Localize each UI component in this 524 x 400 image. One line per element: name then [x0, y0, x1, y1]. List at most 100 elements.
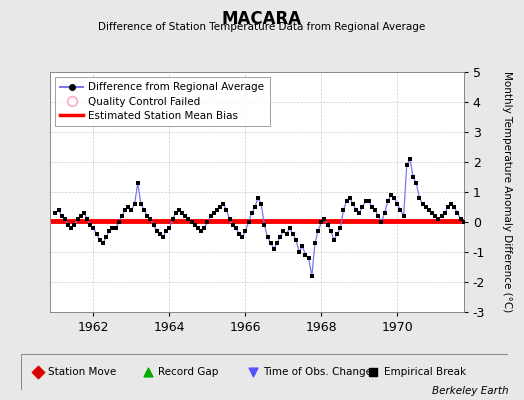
Point: [134, 180, 142, 186]
Point: [384, 198, 392, 204]
Point: [422, 204, 430, 210]
Point: [115, 219, 123, 225]
Point: [510, 201, 519, 207]
Point: [333, 231, 341, 237]
Point: [137, 201, 145, 207]
Point: [89, 225, 97, 231]
Point: [219, 201, 227, 207]
Point: [247, 210, 256, 216]
Legend: Difference from Regional Average, Quality Control Failed, Estimated Station Mean: Difference from Regional Average, Qualit…: [55, 77, 269, 126]
Point: [326, 228, 335, 234]
Point: [235, 231, 243, 237]
Point: [159, 234, 167, 240]
Point: [330, 237, 338, 243]
Point: [412, 180, 420, 186]
Point: [444, 204, 452, 210]
Point: [311, 240, 319, 246]
Point: [156, 231, 164, 237]
Point: [399, 213, 408, 219]
Point: [54, 207, 63, 213]
Point: [365, 198, 373, 204]
Point: [102, 234, 111, 240]
Point: [469, 207, 477, 213]
Point: [168, 216, 177, 222]
Point: [162, 228, 170, 234]
Point: [431, 213, 440, 219]
Point: [248, 369, 257, 375]
Point: [146, 216, 155, 222]
Point: [279, 228, 288, 234]
Point: [264, 234, 272, 240]
Point: [453, 210, 462, 216]
Point: [118, 213, 126, 219]
Point: [64, 222, 72, 228]
Point: [466, 213, 474, 219]
Text: Time of Obs. Change: Time of Obs. Change: [263, 367, 372, 377]
Point: [289, 231, 297, 237]
Point: [450, 204, 458, 210]
Point: [428, 210, 436, 216]
Point: [292, 237, 300, 243]
Point: [282, 231, 291, 237]
Point: [108, 225, 117, 231]
Point: [438, 213, 446, 219]
Point: [152, 228, 161, 234]
Point: [343, 198, 351, 204]
Text: Record Gap: Record Gap: [158, 367, 219, 377]
Point: [317, 219, 325, 225]
Point: [216, 204, 224, 210]
Point: [441, 210, 449, 216]
Point: [368, 204, 376, 210]
Point: [143, 213, 151, 219]
Point: [225, 216, 234, 222]
Point: [124, 204, 133, 210]
Point: [517, 192, 524, 198]
Point: [130, 201, 139, 207]
Point: [482, 189, 490, 195]
Point: [254, 195, 262, 201]
Point: [92, 231, 101, 237]
Text: Berkeley Earth: Berkeley Earth: [432, 386, 508, 396]
Point: [260, 222, 268, 228]
Point: [488, 198, 496, 204]
Point: [197, 228, 205, 234]
Point: [210, 210, 218, 216]
Point: [244, 219, 253, 225]
Point: [61, 216, 69, 222]
Point: [181, 213, 190, 219]
Point: [387, 192, 395, 198]
Point: [374, 213, 383, 219]
Point: [206, 213, 215, 219]
Point: [51, 210, 60, 216]
Point: [77, 213, 85, 219]
Point: [355, 210, 364, 216]
Point: [434, 216, 443, 222]
Text: Difference of Station Temperature Data from Regional Average: Difference of Station Temperature Data f…: [99, 22, 425, 32]
Point: [415, 195, 423, 201]
Point: [213, 207, 221, 213]
Point: [475, 195, 484, 201]
Point: [349, 201, 357, 207]
Point: [171, 210, 180, 216]
Text: Station Move: Station Move: [48, 367, 116, 377]
Point: [478, 192, 487, 198]
Point: [304, 255, 313, 261]
Point: [323, 222, 332, 228]
Point: [194, 225, 202, 231]
Point: [86, 222, 94, 228]
Point: [301, 252, 310, 258]
Point: [67, 225, 75, 231]
Point: [320, 216, 329, 222]
Point: [377, 219, 386, 225]
Point: [140, 207, 148, 213]
Point: [174, 207, 183, 213]
Point: [346, 195, 354, 201]
Point: [184, 216, 193, 222]
Point: [58, 213, 66, 219]
Point: [402, 162, 411, 168]
Point: [241, 228, 249, 234]
Point: [121, 207, 129, 213]
Point: [358, 204, 367, 210]
Point: [514, 195, 522, 201]
Point: [73, 216, 82, 222]
